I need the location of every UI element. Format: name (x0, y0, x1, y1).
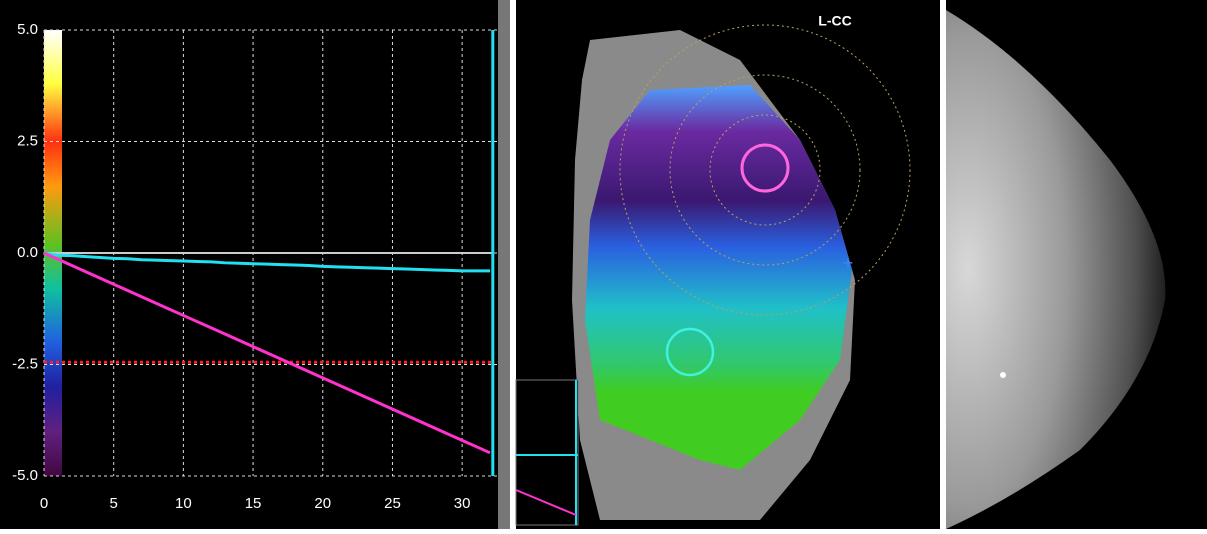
y-tick-label: 5.0 (17, 21, 38, 38)
x-tick-label: 30 (454, 495, 471, 512)
view-label: L-CC (818, 13, 851, 29)
x-tick-label: 0 (40, 495, 48, 512)
x-tick-label: 25 (384, 495, 401, 512)
y-tick-label: 2.5 (17, 132, 38, 149)
y-tick-label: 0.0 (17, 244, 38, 261)
mammogram-panel (946, 0, 1207, 529)
y-tick-label: -5.0 (12, 467, 38, 484)
image-panel: + L-CC (516, 0, 940, 529)
screen: 5.0 2.5 0.0 -2.5 -5.00 5 10 15 20 25 30 + L-CC (0, 0, 1207, 529)
marker: + (843, 253, 854, 273)
x-tick-label: 10 (175, 495, 192, 512)
marker (1000, 372, 1006, 378)
x-tick-label: 5 (110, 495, 118, 512)
x-tick-label: 15 (245, 495, 262, 512)
panel-edge (498, 0, 510, 529)
y-tick-label: -2.5 (12, 355, 38, 372)
x-tick-label: 20 (314, 495, 331, 512)
